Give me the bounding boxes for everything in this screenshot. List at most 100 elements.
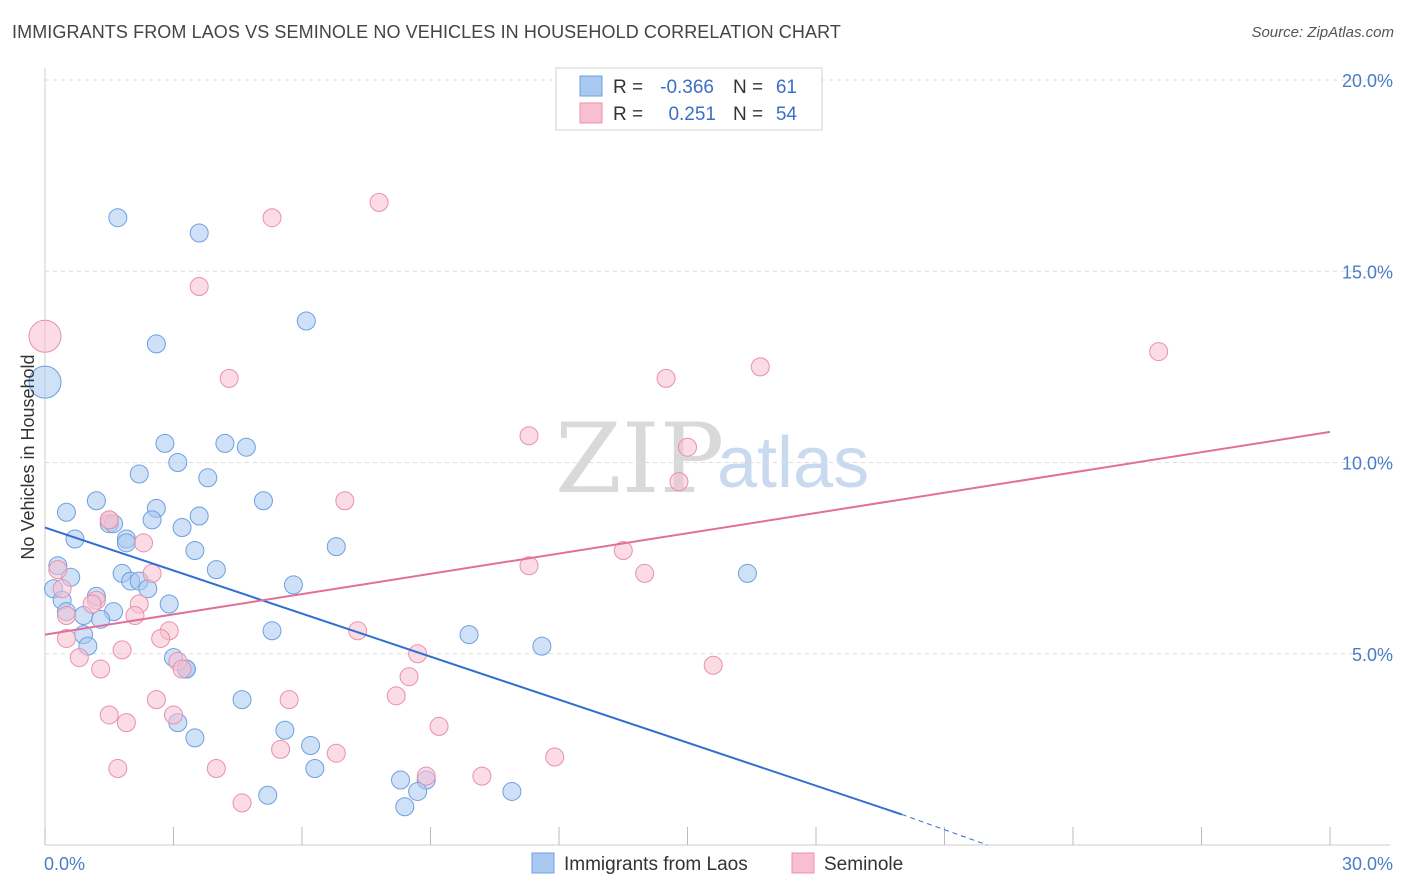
laos-point-44 — [459, 625, 479, 645]
seminole-point-10 — [669, 472, 689, 492]
seminole-point-16 — [519, 556, 539, 576]
seminole-point-3 — [189, 277, 209, 297]
laos-point-55 — [305, 759, 325, 778]
stats-legend: R = -0.366 N = 61 R = 0.251 N = 54 — [555, 67, 823, 131]
stats-r-label-1: R = — [613, 77, 643, 98]
seminole-point-32 — [69, 648, 89, 668]
stats-swatch-seminole — [579, 102, 603, 124]
stats-r-value-2: 0.251 — [668, 104, 716, 125]
seminole-point-22 — [82, 594, 102, 614]
laos-point-26 — [206, 560, 226, 580]
legend-label-seminole: Seminole — [824, 854, 903, 875]
seminole-point-18 — [142, 563, 162, 583]
seminole-point-39 — [279, 690, 299, 710]
laos-point-8 — [168, 453, 188, 472]
seminole-point-34 — [172, 659, 192, 679]
laos-point-12 — [253, 491, 273, 511]
laos-point-59 — [502, 781, 522, 801]
seminole-point-9 — [678, 437, 697, 457]
seminole-point-27 — [348, 621, 368, 641]
seminole-point-20 — [52, 579, 72, 599]
seminole-point-7 — [750, 357, 770, 377]
laos-point-28 — [737, 563, 757, 583]
seminole-point-35 — [91, 659, 111, 679]
seminole-point-25 — [56, 606, 76, 625]
laos-point-54 — [301, 736, 321, 756]
axes — [44, 68, 1390, 846]
seminole-trend-line — [44, 430, 1331, 636]
tick-labels: 5.0% 10.0% 15.0% 20.0% 0.0% 30.0% — [44, 71, 1393, 874]
seminole-point-42 — [164, 705, 183, 725]
legend-swatch-seminole — [791, 852, 815, 874]
laos-point-0 — [28, 365, 62, 399]
laos-point-43 — [262, 621, 282, 641]
laos-point-15 — [142, 510, 162, 530]
seminole-point-50 — [472, 766, 492, 786]
seminole-point-51 — [416, 766, 436, 786]
x-tick-label-1: 30.0% — [1342, 854, 1393, 874]
laos-point-4 — [296, 311, 316, 331]
seminole-point-49 — [206, 759, 226, 778]
laos-point-41 — [91, 609, 111, 629]
laos-point-11 — [86, 491, 106, 511]
points — [28, 192, 1169, 817]
legend-swatch-laos — [531, 852, 555, 874]
grid — [45, 79, 1390, 655]
laos-point-24 — [326, 537, 346, 557]
seminole-point-19 — [48, 560, 68, 580]
laos-point-61 — [395, 797, 415, 817]
laos-point-45 — [532, 636, 552, 656]
laos-point-50 — [232, 690, 252, 710]
laos-point-7 — [236, 437, 256, 457]
seminole-point-37 — [399, 667, 419, 687]
chart-source: Source: ZipAtlas.com — [1251, 24, 1394, 41]
laos-trend-extension — [901, 813, 988, 846]
seminole-point-15 — [613, 540, 633, 560]
seminole-point-1 — [369, 192, 389, 212]
seminole-point-30 — [112, 640, 132, 660]
seminole-point-36 — [703, 655, 723, 675]
laos-point-23 — [185, 540, 205, 560]
seminole-point-2 — [262, 208, 282, 228]
seminole-point-38 — [386, 686, 406, 706]
seminole-point-5 — [1149, 342, 1169, 362]
laos-point-53 — [275, 720, 295, 740]
seminole-point-11 — [335, 491, 355, 511]
seminole-point-52 — [232, 793, 252, 813]
trend-lines — [44, 430, 1331, 846]
y-tick-label-1: 10.0% — [1342, 454, 1393, 474]
y-tick-label-3: 20.0% — [1342, 71, 1393, 91]
legend-label-laos: Immigrants from Laos — [564, 854, 748, 875]
y-axis-title: No Vehicles in Household — [18, 354, 38, 559]
chart-title: IMMIGRANTS FROM LAOS VS SEMINOLE NO VEHI… — [12, 22, 841, 42]
laos-point-60 — [258, 785, 278, 805]
laos-point-9 — [129, 464, 149, 484]
laos-point-6 — [215, 433, 235, 453]
seminole-point-44 — [429, 716, 449, 736]
seminole-point-40 — [146, 690, 166, 710]
laos-point-10 — [198, 468, 218, 488]
watermark: ZIP atlas — [555, 403, 869, 515]
laos-point-5 — [155, 433, 175, 453]
y-tick-label-0: 5.0% — [1352, 645, 1393, 665]
y-tick-label-2: 15.0% — [1342, 262, 1393, 282]
seminole-point-14 — [134, 533, 154, 553]
laos-point-22 — [116, 533, 136, 553]
seminole-point-13 — [99, 510, 119, 530]
seminole-point-43 — [116, 713, 136, 733]
stats-n-value-2: 54 — [776, 104, 798, 125]
laos-trend-line — [44, 526, 902, 816]
seminole-point-48 — [108, 759, 128, 778]
laos-point-2 — [189, 223, 209, 243]
seminole-point-45 — [271, 739, 291, 759]
stats-swatch-laos — [579, 75, 603, 97]
stats-n-label-2: N = — [733, 104, 763, 125]
laos-point-13 — [56, 502, 76, 522]
seminole-point-47 — [545, 747, 565, 767]
seminole-point-6 — [656, 368, 676, 388]
stats-n-value-1: 61 — [776, 77, 797, 98]
laos-point-52 — [185, 728, 205, 748]
laos-point-20 — [65, 529, 85, 549]
laos-point-16 — [189, 506, 209, 526]
